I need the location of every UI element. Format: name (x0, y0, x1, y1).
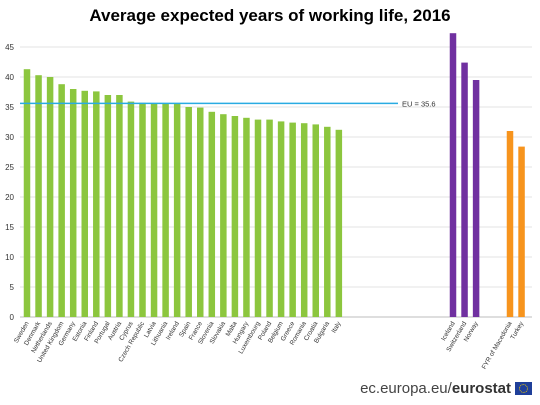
y-tick-label: 25 (5, 163, 14, 172)
y-tick-label: 0 (10, 313, 15, 322)
bar (69, 89, 77, 317)
bar (449, 33, 457, 317)
y-tick-label: 35 (5, 103, 14, 112)
bar (58, 84, 65, 317)
bar (81, 90, 88, 317)
bar (93, 91, 100, 318)
bar (127, 101, 135, 317)
chart-title: Average expected years of working life, … (89, 6, 451, 25)
y-tick-label: 45 (5, 43, 14, 52)
bar (46, 77, 54, 317)
bar (139, 102, 146, 317)
y-tick-labels: 0 5 10 15 20 25 30 35 40 45 (5, 43, 14, 322)
bar (324, 126, 331, 317)
eu-average-label: EU = 35.6 (402, 99, 436, 108)
bar (162, 103, 169, 318)
y-tick-label: 40 (5, 73, 14, 82)
bar (472, 80, 480, 317)
bar (116, 95, 123, 317)
footer-prefix: ec.europa.eu/ (360, 380, 452, 397)
grid-lines (20, 46, 532, 318)
bars (23, 33, 525, 318)
bar (220, 114, 227, 317)
bar (231, 116, 239, 317)
bar (300, 123, 308, 317)
bar (312, 124, 319, 318)
y-tick-label: 10 (5, 253, 14, 262)
bar (35, 75, 42, 317)
bar (254, 119, 262, 317)
bar (266, 119, 273, 317)
footer-brand: eurostat (451, 380, 511, 397)
bar (104, 95, 112, 317)
bar (173, 104, 181, 317)
bar (289, 122, 296, 317)
y-tick-label: 30 (5, 133, 14, 142)
eu-flag-icon (515, 382, 532, 395)
x-tick-label: Italy (331, 320, 343, 334)
y-tick-label: 15 (5, 223, 14, 232)
bar (23, 69, 31, 317)
bar (335, 129, 343, 317)
bar (277, 121, 285, 318)
bar (506, 131, 514, 317)
bar (243, 117, 250, 317)
y-tick-label: 20 (5, 193, 14, 202)
eu-reference: EU = 35.6 (20, 99, 436, 108)
bar (518, 146, 525, 317)
x-tick-label: FYR of Macedonia (481, 320, 514, 370)
source-footer: ec.europa.eu/ eurostat (360, 380, 532, 397)
y-tick-label: 5 (10, 283, 15, 292)
bar (197, 107, 204, 317)
bar (461, 62, 468, 317)
bar (185, 107, 192, 317)
bar (150, 103, 158, 318)
bar (208, 111, 216, 317)
